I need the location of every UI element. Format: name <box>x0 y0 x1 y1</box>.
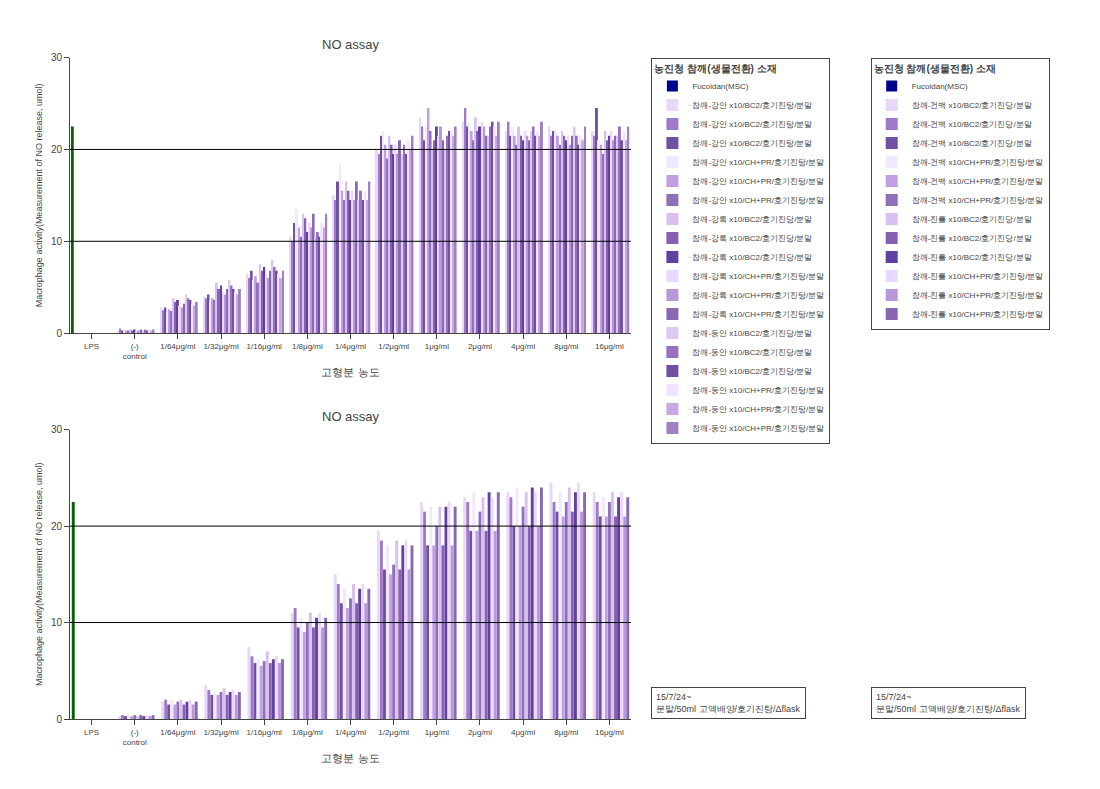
svg-text:15/7/24~분말/50ml 고액배양/호기진탕/Δfla: 15/7/24~분말/50ml 고액배양/호기진탕/Δflask <box>656 692 801 714</box>
svg-text:참깨-진를 x10/CH+PR/호기진탕/분말: 참깨-진를 x10/CH+PR/호기진탕/분말 <box>912 272 1044 281</box>
svg-text:1/2μg/ml: 1/2μg/ml <box>378 728 409 737</box>
svg-text:10: 10 <box>51 617 63 628</box>
svg-text:참깨-강록 x10/CH+PR/호기진탕/분말: 참깨-강록 x10/CH+PR/호기진탕/분말 <box>692 272 824 281</box>
svg-text:참깨-강록 x10/BC2/호기진당/분말: 참깨-강록 x10/BC2/호기진당/분말 <box>692 215 812 224</box>
svg-text:1μg/ml: 1μg/ml <box>425 342 449 351</box>
svg-text:농진청 참깨(생물전환) 소재: 농진청 참깨(생물전환) 소재 <box>874 63 996 74</box>
svg-text:NO assay: NO assay <box>322 409 380 424</box>
svg-text:참깨-건백 x10/CH+PR/호기진탕/분말: 참깨-건백 x10/CH+PR/호기진탕/분말 <box>912 177 1044 186</box>
svg-text:고형분 농도: 고형분 농도 <box>321 366 379 378</box>
svg-text:참깨-진를 x10/CH+PR/호기진탕/분말: 참깨-진를 x10/CH+PR/호기진탕/분말 <box>912 291 1044 300</box>
svg-text:참깨-강안 x10/CH+PR/호기진탕/분말: 참깨-강안 x10/CH+PR/호기진탕/분말 <box>692 177 824 186</box>
svg-text:참깨-강록 x10/CH+PR/호기진탕/분말: 참깨-강록 x10/CH+PR/호기진탕/분말 <box>692 291 824 300</box>
svg-text:참깨-진를 x10/BC2/호기진당/분말: 참깨-진를 x10/BC2/호기진당/분말 <box>912 215 1032 224</box>
svg-text:1/4μg/ml: 1/4μg/ml <box>335 342 366 351</box>
svg-text:참깨-강록 x10/BC2/호기진당/분말: 참깨-강록 x10/BC2/호기진당/분말 <box>692 253 812 262</box>
svg-text:1/32μg/ml: 1/32μg/ml <box>203 728 239 737</box>
svg-text:(-)control: (-)control <box>123 342 147 361</box>
svg-text:2μg/ml: 2μg/ml <box>468 342 492 351</box>
svg-text:참깨-둥안 x10/BC2/호기진당/분말: 참깨-둥안 x10/BC2/호기진당/분말 <box>692 348 812 357</box>
svg-text:0: 0 <box>56 328 62 339</box>
svg-text:30: 30 <box>51 52 63 63</box>
svg-text:Macrophage activity(Measuremen: Macrophage activity(Measurement of NO re… <box>34 84 44 308</box>
svg-text:참깨-둥안 x10/BC2/호기진당/분말: 참깨-둥안 x10/BC2/호기진당/분말 <box>692 367 812 376</box>
svg-text:1/64μg/ml: 1/64μg/ml <box>160 342 196 351</box>
svg-text:참깨-진를 x10/CH+PR/호기진탕/분말: 참깨-진를 x10/CH+PR/호기진탕/분말 <box>912 310 1044 319</box>
svg-text:참깨-건백 x10/BC2/호기진당/분말: 참깨-건백 x10/BC2/호기진당/분말 <box>912 101 1032 110</box>
svg-text:참깨-건백 x10/CH+PR/호기진탕/분말: 참깨-건백 x10/CH+PR/호기진탕/분말 <box>912 158 1044 167</box>
svg-text:0: 0 <box>56 714 62 725</box>
svg-text:1/8μg/ml: 1/8μg/ml <box>292 342 323 351</box>
svg-text:LPS: LPS <box>84 342 99 351</box>
svg-text:고형분 농도: 고형분 농도 <box>321 752 379 764</box>
svg-text:Fucoidan(MSC): Fucoidan(MSC) <box>692 82 748 91</box>
svg-text:30: 30 <box>51 424 63 435</box>
svg-text:참깨-강안 x10/BC2/호기진탕/분말: 참깨-강안 x10/BC2/호기진탕/분말 <box>692 139 812 148</box>
svg-text:4μg/ml: 4μg/ml <box>511 728 535 737</box>
svg-text:20: 20 <box>51 144 63 155</box>
svg-text:1/64μg/ml: 1/64μg/ml <box>160 728 196 737</box>
svg-text:NO assay: NO assay <box>322 37 380 52</box>
svg-text:참깨-강안 x10/CH+PR/호기진탕/분말: 참깨-강안 x10/CH+PR/호기진탕/분말 <box>692 196 824 205</box>
svg-text:참깨-강록 x10/BC2/호기진당/분말: 참깨-강록 x10/BC2/호기진당/분말 <box>692 234 812 243</box>
svg-text:16μg/ml: 16μg/ml <box>595 728 624 737</box>
svg-text:1/16μg/ml: 1/16μg/ml <box>247 728 283 737</box>
svg-text:1/16μg/ml: 1/16μg/ml <box>247 342 283 351</box>
svg-text:참깨-진를 x10/BC2/호기진당/분말: 참깨-진를 x10/BC2/호기진당/분말 <box>912 234 1032 243</box>
svg-text:10: 10 <box>51 236 63 247</box>
svg-text:8μg/ml: 8μg/ml <box>554 728 578 737</box>
svg-text:참깨-둥안 x10/CH+PR/호기진탕/분말: 참깨-둥안 x10/CH+PR/호기진탕/분말 <box>692 424 824 433</box>
svg-text:Macrophage activity(Measuremen: Macrophage activity(Measurement of NO re… <box>34 463 44 687</box>
svg-text:1/32μg/ml: 1/32μg/ml <box>203 342 239 351</box>
svg-text:농진청 참깨(생물전환) 소재: 농진청 참깨(생물전환) 소재 <box>654 63 776 74</box>
svg-text:참깨-강안 x10/BC2/호기진탕/분말: 참깨-강안 x10/BC2/호기진탕/분말 <box>692 120 812 129</box>
svg-text:20: 20 <box>51 521 63 532</box>
svg-text:(-)control: (-)control <box>123 728 147 747</box>
svg-text:참깨-강록 x10/CH+PR/호기진탕/분말: 참깨-강록 x10/CH+PR/호기진탕/분말 <box>692 310 824 319</box>
svg-text:16μg/ml: 16μg/ml <box>595 342 624 351</box>
svg-text:참깨-진를 x10/BC2/호기진당/분말: 참깨-진를 x10/BC2/호기진당/분말 <box>912 253 1032 262</box>
svg-text:Fucoidan(MSC): Fucoidan(MSC) <box>912 82 968 91</box>
svg-text:1/8μg/ml: 1/8μg/ml <box>292 728 323 737</box>
svg-text:참깨-건백 x10/BC2/호기진당/분말: 참깨-건백 x10/BC2/호기진당/분말 <box>912 120 1032 129</box>
svg-text:1μg/ml: 1μg/ml <box>425 728 449 737</box>
svg-text:참깨-강안 x10/CH+PR/호기진탕/분말: 참깨-강안 x10/CH+PR/호기진탕/분말 <box>692 158 824 167</box>
svg-text:1/4μg/ml: 1/4μg/ml <box>335 728 366 737</box>
svg-text:참깨-강안 x10/BC2/호기진탕/분말: 참깨-강안 x10/BC2/호기진탕/분말 <box>692 101 812 110</box>
svg-text:참깨-둥안 x10/CH+PR/호기진탕/분말: 참깨-둥안 x10/CH+PR/호기진탕/분말 <box>692 405 824 414</box>
svg-text:참깨-둥안 x10/CH+PR/호기진탕/분말: 참깨-둥안 x10/CH+PR/호기진탕/분말 <box>692 386 824 395</box>
svg-text:2μg/ml: 2μg/ml <box>468 728 492 737</box>
svg-text:LPS: LPS <box>84 728 99 737</box>
svg-text:참깨-건백 x10/CH+PR/호기진탕/분말: 참깨-건백 x10/CH+PR/호기진탕/분말 <box>912 196 1044 205</box>
svg-text:참깨-건백 x10/BC2/호기진당/분말: 참깨-건백 x10/BC2/호기진당/분말 <box>912 139 1032 148</box>
svg-text:참깨-둥안 x10/BC2/호기진당/분말: 참깨-둥안 x10/BC2/호기진당/분말 <box>692 329 812 338</box>
svg-text:15/7/24~분말/50ml 고액배양/호기진탕/Δfla: 15/7/24~분말/50ml 고액배양/호기진탕/Δflask <box>876 692 1021 714</box>
svg-text:8μg/ml: 8μg/ml <box>554 342 578 351</box>
svg-text:4μg/ml: 4μg/ml <box>511 342 535 351</box>
svg-text:1/2μg/ml: 1/2μg/ml <box>378 342 409 351</box>
